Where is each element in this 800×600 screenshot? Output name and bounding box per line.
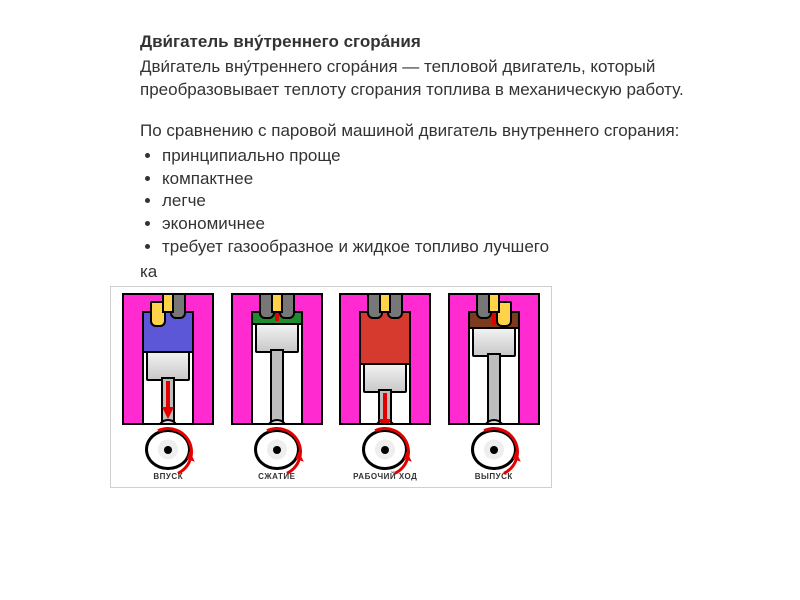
stroke: ВПУСК [117, 293, 220, 481]
list-item: легче [162, 190, 740, 213]
engine-strokes-figure: ВПУСКСЖАТИЕРАБОЧИЙ ХОДВЫПУСК [110, 286, 552, 488]
list-item: принципиально проще [162, 145, 740, 168]
crank-icon [145, 429, 191, 470]
title: Дви́гатель вну́треннего сгора́ния [140, 30, 740, 54]
stroke: СЖАТИЕ [226, 293, 329, 481]
crank-icon [471, 429, 517, 470]
compare-lead: По сравнению с паровой машиной двигатель… [140, 120, 740, 143]
stroke: РАБОЧИЙ ХОД [334, 293, 437, 481]
stroke: ВЫПУСК [443, 293, 546, 481]
trailing-fragment: ка [140, 261, 740, 284]
crank-icon [362, 429, 408, 470]
crank-icon [254, 429, 300, 470]
list-item: компактнее [162, 168, 740, 191]
definition: Дви́гатель вну́треннего сгора́ния — тепл… [140, 56, 740, 102]
list-item: экономичнее [162, 213, 740, 236]
bullet-list: принципиально проще компактнее легче эко… [140, 145, 740, 260]
list-item: требует газообразное и жидкое топливо лу… [162, 236, 740, 259]
